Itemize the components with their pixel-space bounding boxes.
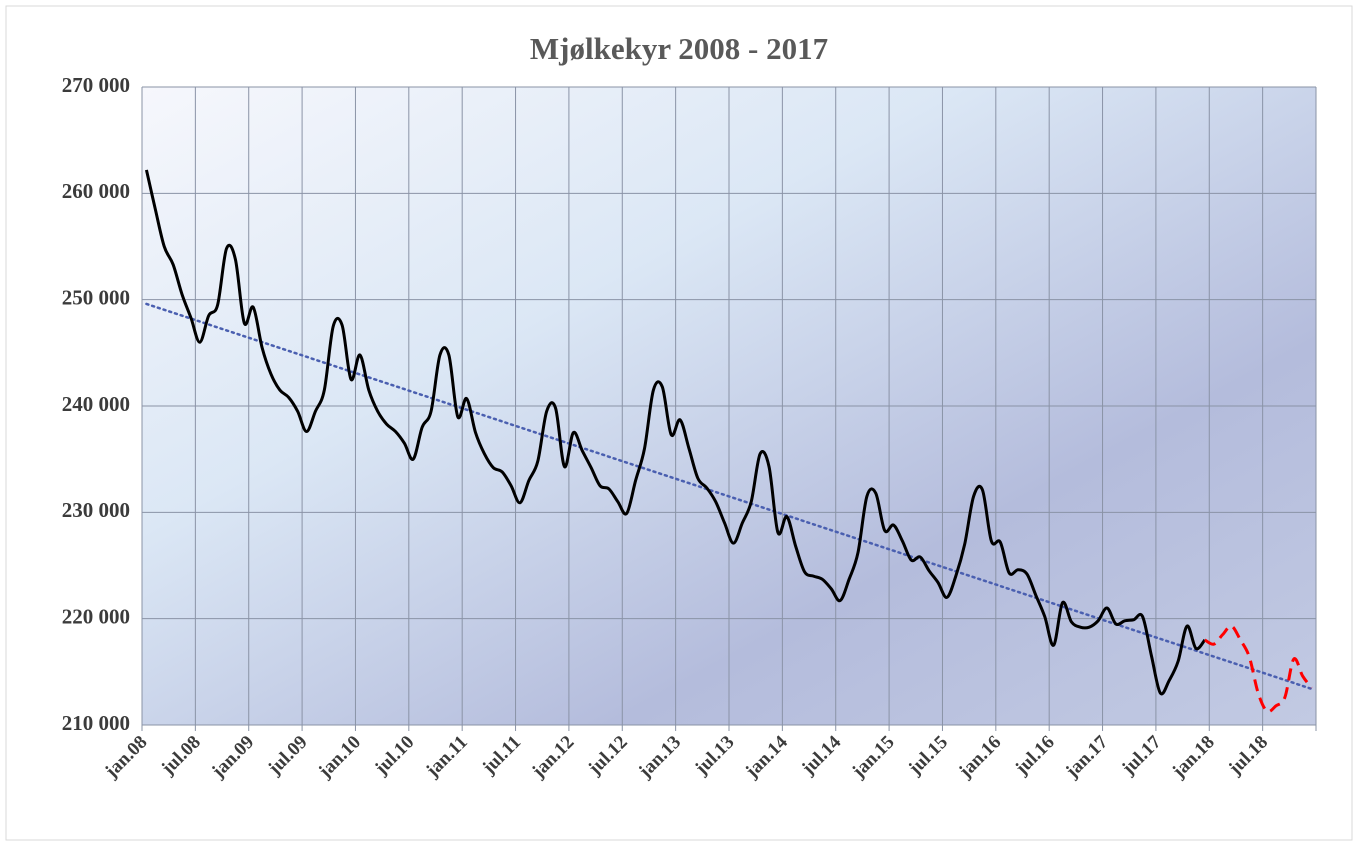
y-tick-label: 260 000: [62, 179, 130, 203]
y-tick-label: 270 000: [62, 73, 130, 97]
y-tick-label: 250 000: [62, 285, 130, 309]
data-line: [144, 169, 1207, 696]
chart-title: Mjølkekyr 2008 - 2017: [530, 31, 828, 66]
y-tick-label: 240 000: [62, 392, 130, 416]
y-tick-label: 230 000: [62, 498, 130, 522]
data-line: [1204, 624, 1313, 714]
y-tick-label: 220 000: [62, 604, 130, 628]
y-tick-label: 210 000: [62, 711, 130, 735]
